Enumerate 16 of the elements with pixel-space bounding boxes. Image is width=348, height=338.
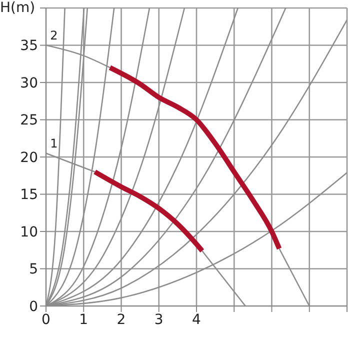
- y-tick-label: 0: [29, 298, 38, 315]
- annotation: 2: [50, 28, 58, 43]
- y-tick-label: 25: [20, 112, 38, 129]
- annotation: 1: [50, 136, 58, 151]
- x-tick-label: 4: [192, 312, 202, 328]
- y-tick-label: 20: [20, 150, 38, 166]
- x-tick-label: 3: [154, 312, 164, 328]
- y-tick-label: 10: [20, 224, 38, 240]
- y-tick-label: 30: [20, 75, 38, 92]
- x-tick-label: 1: [79, 312, 88, 328]
- x-tick-label: 0: [42, 312, 50, 328]
- y-axis-title: H(m): [0, 0, 36, 16]
- y-tick-label: 5: [29, 262, 38, 278]
- y-tick-label: 15: [20, 187, 38, 204]
- y-tick-label: 35: [20, 38, 38, 54]
- x-tick-label: 2: [116, 312, 126, 328]
